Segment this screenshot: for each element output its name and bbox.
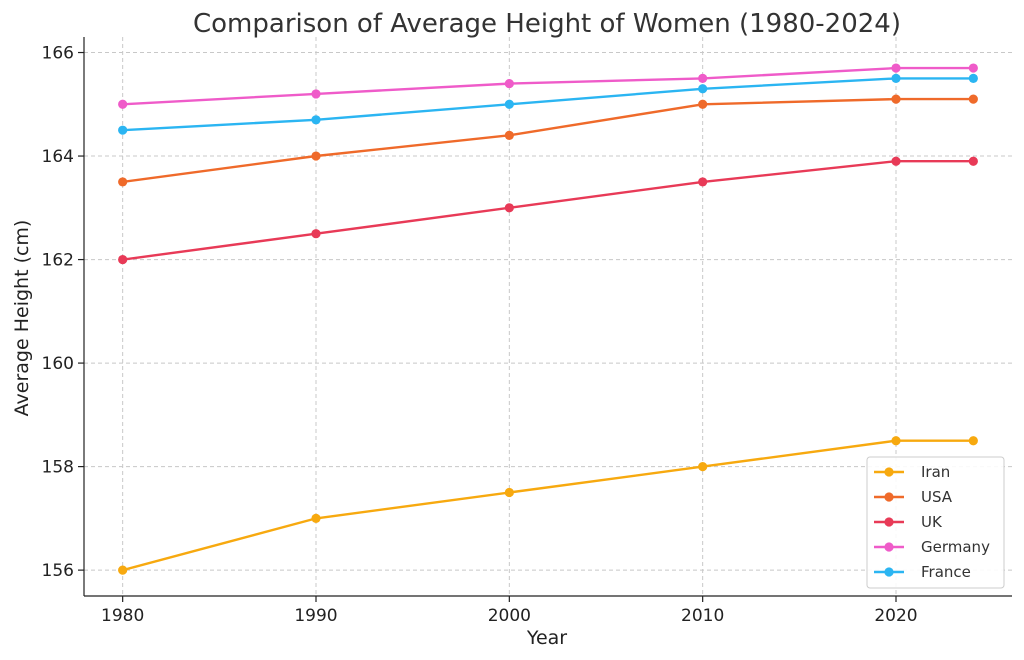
x-tick-label: 2020 [874,606,917,626]
series-line-uk [122,159,974,261]
legend-item-usa: USA [874,488,953,506]
legend-item-germany: Germany [874,538,990,556]
data-point-germany [118,99,128,109]
y-tick-label: 164 [42,147,74,167]
data-point-iran [698,462,708,472]
data-point-france [504,99,514,109]
x-tick-label: 1980 [101,606,144,626]
series-uk [118,156,978,265]
legend-item-iran: Iran [874,463,950,481]
axes [83,37,1012,597]
legend-item-france: France [874,563,971,581]
data-point-uk [118,254,128,265]
data-point-uk [891,156,901,166]
data-point-uk [311,229,321,239]
y-tick-label: 156 [42,561,74,581]
y-axis-label: Average Height (cm) [11,220,33,417]
x-axis-label: Year [526,627,567,649]
legend-box [866,456,1005,589]
data-point-france [118,125,128,135]
data-point-germany [504,78,514,89]
legend-marker [884,492,894,502]
data-point-uk [504,203,514,213]
chart-title: Comparison of Average Height of Women (1… [193,9,901,39]
x-tick-label: 2000 [488,606,531,626]
y-tick-label: 162 [42,251,74,271]
data-point-france [968,73,978,84]
data-point-iran [968,436,978,446]
data-point-france [891,73,901,84]
legend-label: Germany [921,538,990,556]
x-tick-label: 1990 [294,606,337,626]
y-tick-label: 160 [42,354,74,374]
data-point-usa [311,151,321,161]
data-point-usa [968,94,978,104]
series-line-france [122,77,974,132]
legend-marker [884,567,894,577]
data-point-iran [504,487,514,498]
legend-marker [884,467,894,477]
data-point-germany [311,89,321,99]
legend-label: Iran [921,463,950,481]
data-point-usa [698,99,708,109]
series-line-usa [122,97,974,184]
data-point-usa [504,130,514,140]
series-germany [118,63,978,109]
series-usa [118,94,978,187]
data-point-france [311,115,321,125]
data-point-usa [891,94,901,104]
legend: Iran USA UK Germany France [866,456,1005,589]
data-point-uk [968,156,978,166]
legend-marker [884,517,894,527]
legend-label: France [921,563,971,581]
data-point-iran [891,436,901,446]
data-point-germany [698,73,708,84]
data-point-germany [891,63,901,73]
data-point-usa [118,177,128,187]
series-iran [118,436,978,575]
y-tick-label: 158 [42,458,74,478]
series-line-iran [122,439,974,572]
legend-item-uk: UK [874,513,943,531]
series [118,63,978,575]
series-france [118,73,978,135]
data-point-germany [968,63,978,73]
legend-label: UK [921,513,943,531]
legend-marker [884,542,894,552]
ticks: 1980 1990 2000 2010 2020 156 158 160 162 164 166 [42,44,918,626]
data-point-iran [118,565,128,575]
y-tick-label: 166 [42,44,74,64]
data-point-iran [311,513,321,523]
x-tick-label: 2010 [681,606,724,626]
data-point-france [698,84,708,94]
legend-label: USA [921,488,953,506]
series-line-germany [122,66,974,106]
data-point-uk [698,177,708,187]
